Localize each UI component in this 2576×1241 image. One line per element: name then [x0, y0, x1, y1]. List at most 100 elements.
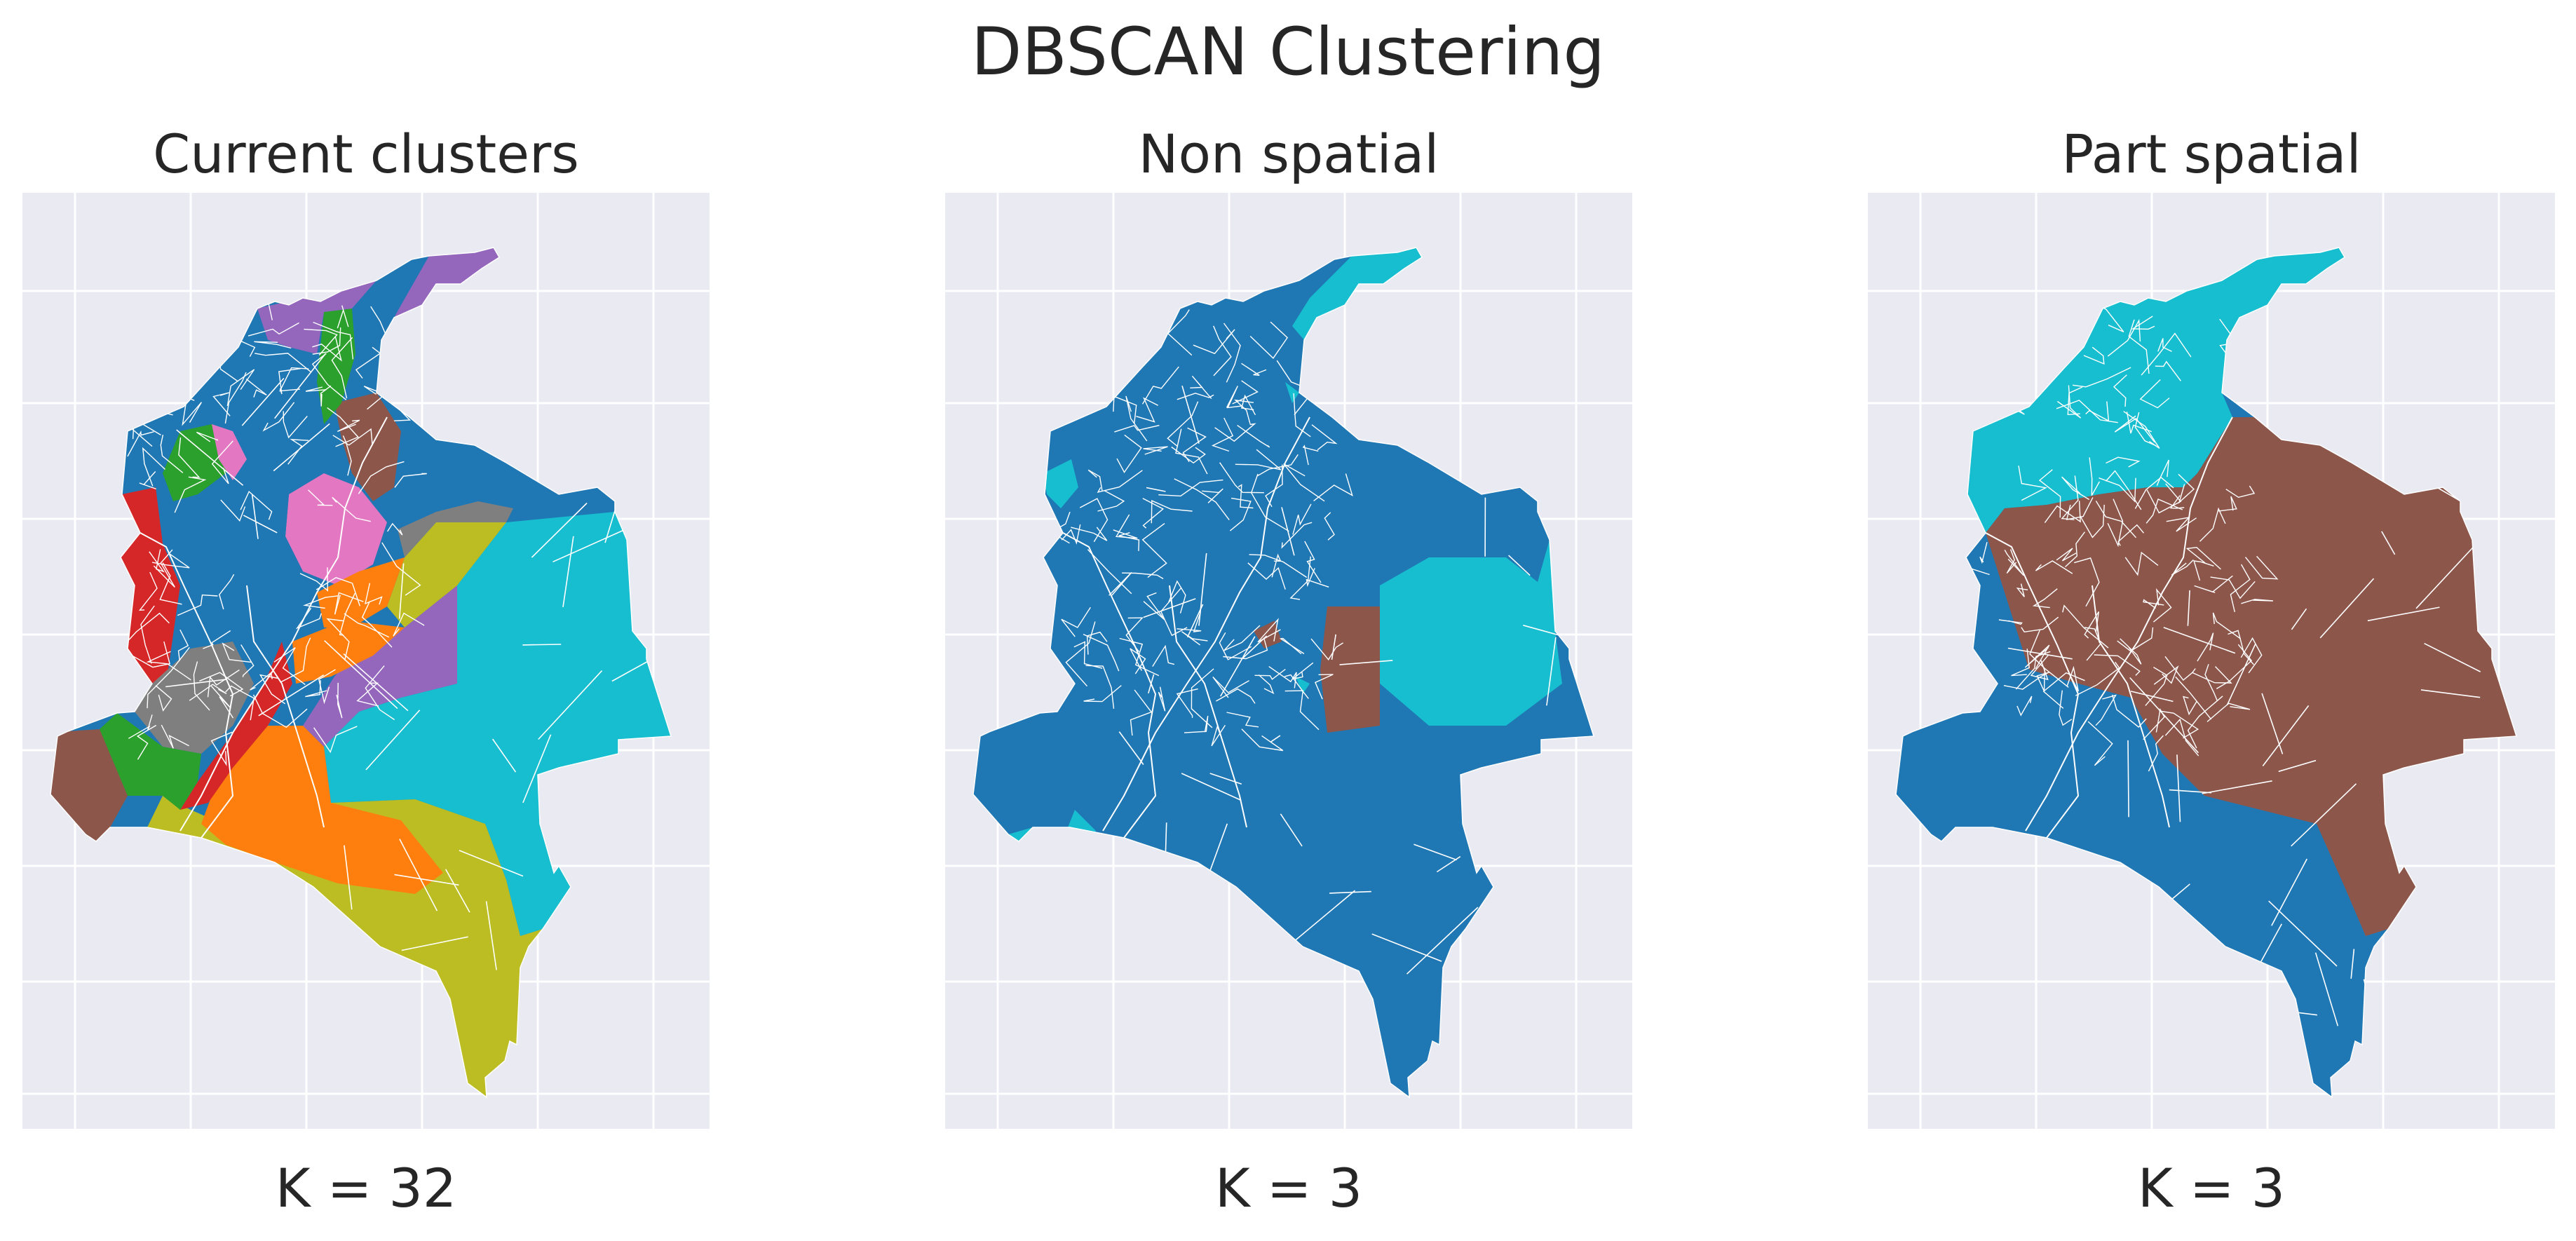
- department-boundary: [2314, 952, 2339, 1026]
- department-boundary: [1331, 634, 1336, 660]
- municipality-boundary: [1998, 619, 2023, 625]
- municipality-boundary: [189, 334, 208, 372]
- municipality-boundary: [2171, 560, 2194, 576]
- municipality-boundary: [2240, 637, 2263, 674]
- municipality-boundary: [1223, 323, 1241, 383]
- department-boundary: [531, 502, 588, 558]
- municipality-boundary: [1234, 399, 1254, 424]
- municipality-boundary: [1241, 728, 1284, 752]
- municipality-boundary: [225, 685, 255, 721]
- municipality-boundary: [2216, 644, 2253, 690]
- department-boundary: [538, 670, 603, 740]
- department-boundary: [2381, 531, 2396, 555]
- cordillera-boundary-1: [1062, 532, 1157, 839]
- municipality-boundary: [1167, 401, 1199, 447]
- municipality-boundary: [2006, 549, 2017, 574]
- municipality-boundary: [2083, 346, 2105, 365]
- department-boundary: [1406, 907, 1479, 975]
- department-boundary: [2202, 780, 2272, 794]
- cluster-regions: [1967, 247, 2516, 936]
- municipality-boundary: [210, 731, 233, 766]
- municipality-boundary: [1184, 715, 1209, 733]
- municipality-boundary: [1229, 497, 1252, 531]
- municipality-boundary: [146, 651, 191, 681]
- municipality-boundary: [1258, 674, 1275, 695]
- municipality-boundary: [2024, 644, 2050, 670]
- municipality-boundary: [1271, 553, 1282, 578]
- municipality-boundary: [2199, 507, 2226, 542]
- municipality-boundary: [262, 402, 295, 432]
- municipality-boundary: [2084, 627, 2101, 661]
- cluster-region-purple-19: [257, 280, 377, 354]
- municipality-boundary: [1191, 668, 1214, 728]
- municipality-boundary: [2244, 555, 2279, 580]
- cluster-regions: [1008, 247, 1562, 848]
- municipality-boundary: [342, 435, 352, 476]
- municipality-boundary: [220, 499, 246, 522]
- department-boundary: [2130, 691, 2174, 703]
- department-boundary: [2127, 740, 2129, 818]
- cluster-region-cyan-1: [1292, 247, 1422, 340]
- municipality-boundary: [1083, 633, 1120, 672]
- department-boundary: [1508, 555, 1531, 576]
- municipality-boundary: [2134, 476, 2174, 509]
- cluster-region-olive-3: [147, 796, 543, 1097]
- department-boundary: [562, 536, 574, 608]
- department-boundary: [343, 653, 409, 712]
- municipality-boundary: [159, 562, 182, 605]
- municipality-boundary: [2212, 612, 2242, 639]
- municipality-boundary: [365, 583, 383, 605]
- municipality-boundary: [2056, 385, 2082, 419]
- municipality-boundary: [2187, 696, 2223, 749]
- department-boundary: [1220, 636, 1256, 697]
- colombia-map-current-clusters: [22, 193, 710, 1129]
- department-boundary: [485, 901, 497, 970]
- department-boundary: [268, 908, 277, 933]
- municipality-boundary: [1241, 362, 1267, 376]
- department-boundary: [398, 563, 405, 619]
- municipality-boundary: [2074, 557, 2100, 607]
- municipality-boundary: [2230, 564, 2251, 613]
- municipality-boundary: [2175, 676, 2212, 720]
- department-boundary: [2291, 783, 2357, 847]
- municipality-boundary: [147, 646, 190, 709]
- municipality-boundary: [193, 661, 210, 711]
- colombia-map-non-spatial: [945, 193, 1632, 1129]
- municipality-boundary: [337, 305, 349, 329]
- municipality-boundary: [1152, 644, 1175, 667]
- municipality-boundary: [1216, 688, 1256, 704]
- cluster-region-blue-20: [184, 487, 303, 585]
- municipality-boundary: [2143, 599, 2164, 609]
- municipality-boundary: [1091, 346, 1116, 383]
- cordillera-boundary-1: [140, 532, 234, 839]
- cluster-region-orange-5: [292, 620, 405, 684]
- municipality-boundary: [2018, 466, 2047, 501]
- department-boundary: [445, 869, 470, 913]
- municipality-boundary: [1073, 641, 1103, 669]
- municipality-boundary: [336, 682, 343, 719]
- municipality-boundary: [185, 351, 207, 369]
- municipality-boundary: [1079, 498, 1109, 543]
- municipality-boundary: [1284, 690, 1320, 731]
- municipality-boundary: [303, 595, 339, 609]
- municipality-boundary: [1240, 394, 1256, 416]
- department-boundary: [399, 839, 438, 911]
- municipality-boundary: [211, 440, 233, 484]
- department-boundary: [1458, 459, 1516, 482]
- municipality-boundary: [1235, 449, 1282, 470]
- department-boundary: [1436, 856, 1461, 873]
- municipality-boundary: [177, 629, 189, 661]
- municipality-boundary: [1141, 366, 1179, 405]
- department-boundary: [394, 874, 459, 886]
- cluster-region-brown-8: [334, 393, 401, 501]
- municipality-boundary: [2079, 504, 2105, 538]
- municipality-boundary: [252, 694, 308, 728]
- department-boundary: [2262, 705, 2310, 766]
- municipality-boundary: [1256, 454, 1299, 477]
- municipality-boundary: [255, 353, 312, 373]
- municipality-boundary: [2155, 360, 2181, 381]
- municipality-boundary: [1055, 360, 1104, 385]
- municipality-boundary: [1118, 532, 1140, 551]
- municipality-boundary: [1141, 523, 1167, 578]
- department-boundary: [2424, 642, 2481, 672]
